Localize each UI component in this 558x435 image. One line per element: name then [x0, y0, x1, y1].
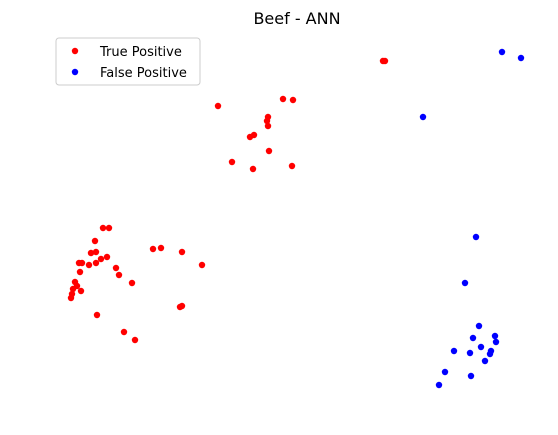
true-positive-point: [92, 259, 100, 267]
true-positive-point: [75, 259, 83, 267]
false-positive-point: [419, 113, 427, 121]
plot-area: [67, 48, 525, 389]
false-positive-point: [517, 54, 525, 62]
true-positive-point: [228, 158, 236, 166]
true-positive-point: [105, 224, 113, 232]
false-positive-point: [469, 334, 477, 342]
false-positive-point: [498, 48, 506, 56]
true-positive-point: [249, 165, 257, 173]
false-positive-point: [466, 349, 474, 357]
true-positive-point: [120, 328, 128, 336]
true-positive-point: [99, 224, 107, 232]
true-positive-point: [178, 248, 186, 256]
true-positive-point: [87, 249, 95, 257]
legend-marker-false-positive: [71, 68, 79, 76]
false-positive-point: [492, 338, 500, 346]
true-positive-point: [68, 290, 76, 298]
true-positive-point: [264, 122, 272, 130]
legend-marker-true-positive: [71, 47, 79, 55]
legend: True Positive False Positive: [55, 37, 201, 86]
true-positive-point: [288, 162, 296, 170]
true-positive-point: [214, 102, 222, 110]
true-positive-point: [198, 261, 206, 269]
true-positive-point: [128, 279, 136, 287]
false-positive-point: [441, 368, 449, 376]
true-positive-point: [92, 248, 100, 256]
legend-label-false-positive: False Positive: [100, 66, 187, 81]
true-positive-point: [112, 264, 120, 272]
false-positive-point: [477, 343, 485, 351]
false-positive-point: [467, 372, 475, 380]
false-positive-point: [491, 332, 499, 340]
true-positive-point: [115, 271, 123, 279]
false-positive-point: [472, 233, 480, 241]
true-positive-point: [77, 287, 85, 295]
true-positive-point: [289, 96, 297, 104]
true-positive-point: [93, 311, 101, 319]
false-positive-point: [481, 357, 489, 365]
false-positive-point: [475, 322, 483, 330]
true-positive-point: [250, 131, 258, 139]
legend-box: [55, 37, 201, 86]
true-positive-point: [76, 268, 84, 276]
true-positive-point: [91, 237, 99, 245]
true-positive-point: [71, 278, 79, 286]
true-positive-point: [157, 244, 165, 252]
false-positive-point: [450, 347, 458, 355]
legend-label-true-positive: True Positive: [99, 45, 182, 60]
true-positive-point: [103, 253, 111, 261]
series-true-positive: [67, 57, 389, 344]
false-positive-point: [487, 347, 495, 355]
false-positive-point: [435, 381, 443, 389]
series-false-positive: [419, 48, 525, 389]
true-positive-point: [131, 336, 139, 344]
true-positive-point: [149, 245, 157, 253]
false-positive-point: [461, 279, 469, 287]
true-positive-point: [97, 255, 105, 263]
true-positive-point: [265, 147, 273, 155]
true-positive-point: [178, 302, 186, 310]
true-positive-point: [279, 95, 287, 103]
true-positive-point: [381, 57, 389, 65]
true-positive-point: [264, 113, 272, 121]
chart-title: Beef - ANN: [253, 9, 340, 28]
true-positive-point: [85, 261, 93, 269]
